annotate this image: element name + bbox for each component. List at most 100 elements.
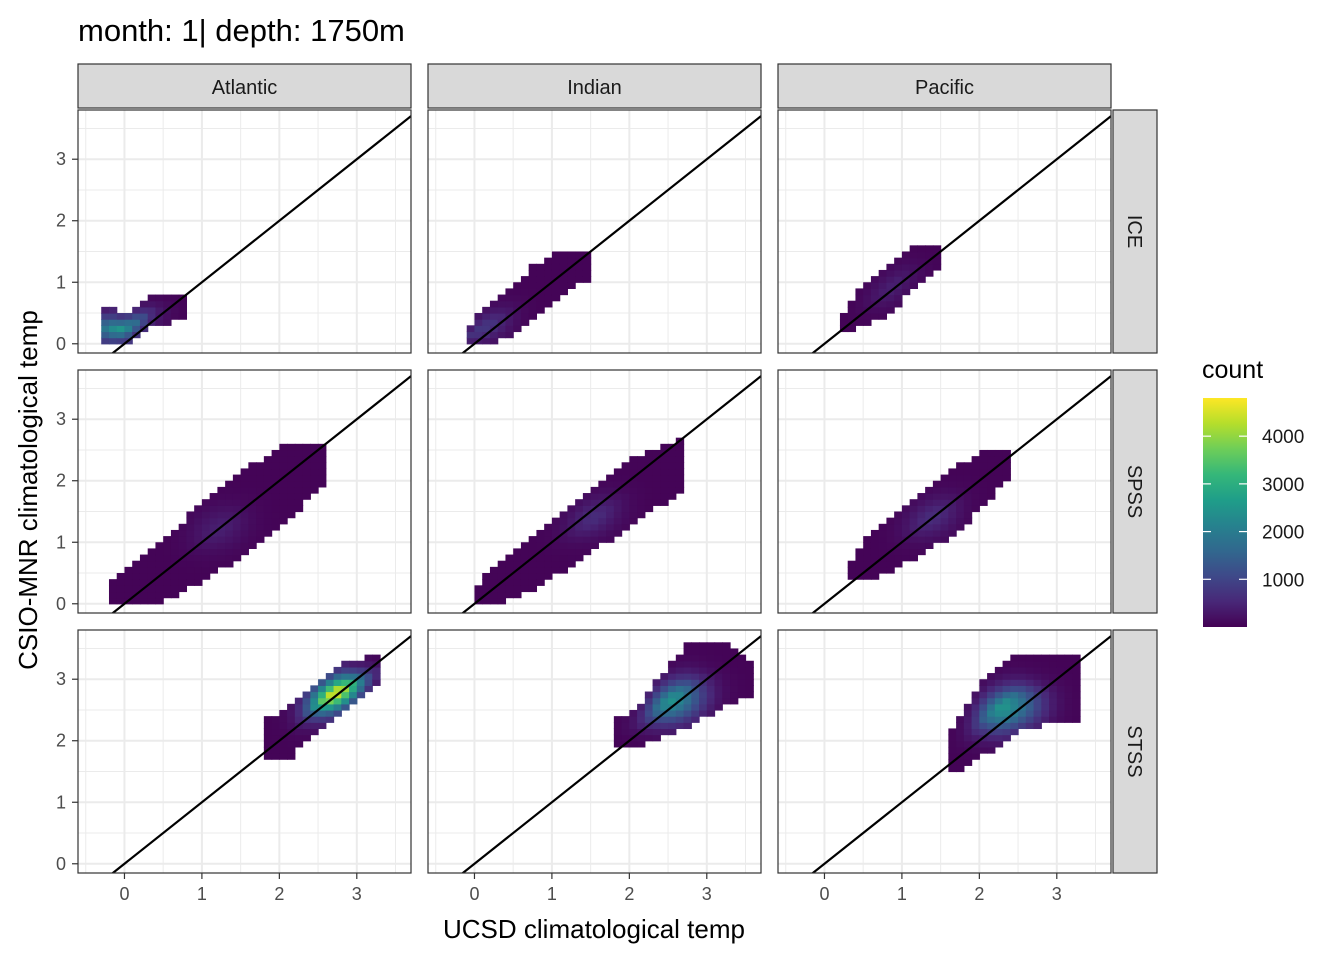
heatmap-tile <box>108 325 118 333</box>
heatmap-tile <box>217 536 226 543</box>
heatmap-tile <box>691 673 700 680</box>
heatmap-tile <box>582 499 592 506</box>
color-legend: count 1000 2000 3000 4000 <box>1202 356 1304 627</box>
heatmap-tile <box>302 728 311 736</box>
heatmap-tile <box>644 709 654 717</box>
heatmap-tile <box>971 468 980 476</box>
heatmap-tile <box>263 728 273 736</box>
panel-border <box>77 629 412 874</box>
heatmap-tile <box>186 554 195 562</box>
heatmap-tile <box>582 276 592 283</box>
heatmap-tile <box>722 654 731 662</box>
panel-border <box>777 629 1112 874</box>
heatmap-tile <box>863 313 872 320</box>
heatmap-tile <box>855 560 864 568</box>
heatmap-tile <box>232 517 242 525</box>
heatmap-tile <box>629 456 638 463</box>
heatmap-tile <box>528 300 538 308</box>
heatmap-tile <box>186 560 195 568</box>
heatmap-tile <box>294 709 304 717</box>
heatmap-tile <box>155 554 164 562</box>
heatmap-tile <box>163 313 172 320</box>
heatmap-tile <box>279 722 288 730</box>
heatmap-tile <box>629 728 638 736</box>
heatmap-tile <box>621 523 630 531</box>
heatmap-tile <box>279 449 288 457</box>
heatmap-tile <box>232 554 242 562</box>
heatmap-tile <box>668 486 677 494</box>
heatmap-tile <box>186 529 195 537</box>
heatmap-tile <box>714 673 723 680</box>
heatmap-tile <box>263 716 273 723</box>
heatmap-tile <box>582 263 592 271</box>
heatmap-tile <box>699 673 708 680</box>
heatmap-tile <box>108 597 118 605</box>
heatmap-tile <box>482 313 491 320</box>
heatmap-tile <box>225 536 234 543</box>
heatmap-tile <box>271 716 280 723</box>
heatmap-tile <box>987 486 996 494</box>
heatmap-tile <box>948 728 957 736</box>
heatmap-tile <box>559 554 568 562</box>
heatmap-tile <box>310 722 319 730</box>
heatmap-tile <box>194 554 203 562</box>
heatmap-tile <box>513 313 522 320</box>
heatmap-tile <box>730 648 739 656</box>
heatmap-tile <box>714 697 723 705</box>
heatmap-tile <box>668 449 677 457</box>
heatmap-tile <box>271 728 280 736</box>
heatmap-tile <box>466 331 476 339</box>
heatmap-tile <box>559 548 568 556</box>
heatmap-tile <box>863 282 872 289</box>
heatmap-tile <box>302 493 311 500</box>
heatmap-tile <box>1049 666 1058 674</box>
heatmap-tile <box>613 480 623 488</box>
y-tick-label: 3 <box>56 149 66 169</box>
heatmap-tile <box>263 753 273 760</box>
heatmap-tile <box>294 716 304 723</box>
heatmap-tile <box>987 691 996 699</box>
heatmap-tile <box>855 548 864 556</box>
heatmap-tile <box>155 300 164 308</box>
heatmap-tile <box>979 728 988 736</box>
heatmap-tile <box>1002 709 1011 717</box>
heatmap-tile <box>683 648 692 656</box>
heatmap-tile <box>240 499 249 506</box>
heatmap-tile <box>706 666 716 674</box>
heatmap-tile <box>551 554 561 562</box>
heatmap-tile <box>1033 685 1042 693</box>
heatmap-tile <box>940 474 949 482</box>
heatmap-tile <box>1064 703 1073 711</box>
heatmap-tile <box>948 746 957 754</box>
heatmap-tile <box>201 554 211 562</box>
heatmap-tile <box>124 585 133 593</box>
heatmap-tile <box>971 691 980 699</box>
heatmap-tile <box>132 560 141 568</box>
heatmap-tile <box>271 499 280 506</box>
heatmap-tile <box>691 660 700 668</box>
heatmap-tile <box>217 486 226 494</box>
heatmap-tile <box>886 276 895 283</box>
heatmap-tile <box>590 523 599 531</box>
heatmap-tile <box>240 474 249 482</box>
heatmap-tile <box>287 746 296 754</box>
heatmap-tile <box>108 337 118 345</box>
heatmap-tile <box>621 493 630 500</box>
heatmap-tile <box>544 560 553 568</box>
heatmap-tile <box>1056 654 1066 662</box>
heatmap-tile <box>878 269 888 277</box>
heatmap-tile <box>155 585 164 593</box>
heatmap-tile <box>139 579 149 586</box>
heatmap-tile <box>1025 679 1035 686</box>
heatmap-tile <box>940 480 949 488</box>
heatmap-tile <box>232 474 242 482</box>
heatmap-tile <box>116 325 126 333</box>
heatmap-tile <box>1002 474 1011 482</box>
heatmap-tile <box>613 517 623 525</box>
heatmap-tile <box>979 746 988 754</box>
heatmap-tile <box>1025 709 1035 717</box>
heatmap-tile <box>886 536 895 543</box>
heatmap-tile <box>528 573 538 580</box>
heatmap-tile <box>1002 673 1011 680</box>
heatmap-tile <box>302 449 311 457</box>
